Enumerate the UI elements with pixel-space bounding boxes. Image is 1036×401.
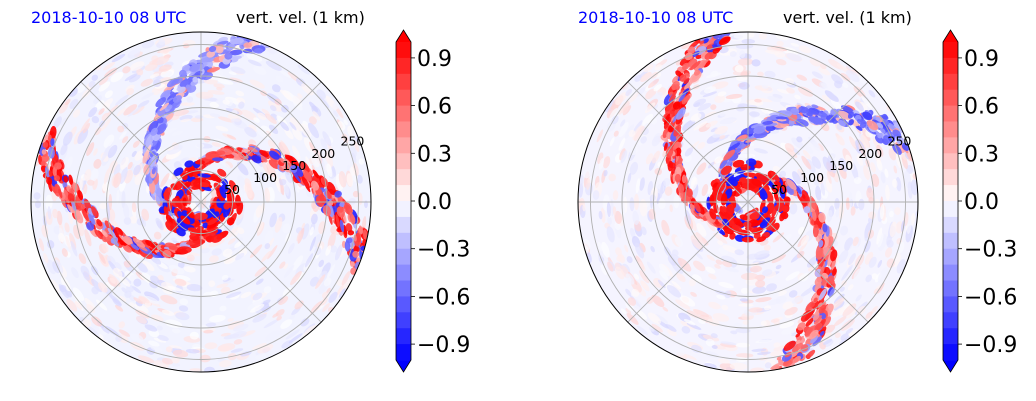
colorbar-segment [396, 248, 411, 266]
colorbar-segment [943, 216, 958, 234]
colorbar-tick-label: 0.0 [417, 190, 452, 215]
colorbar-segment [943, 264, 958, 282]
radial-tick-label: 100 [253, 170, 277, 185]
radial-tick-label: 250 [888, 134, 912, 149]
colorbar-extend-max [396, 30, 411, 42]
polar-plot: 50 100 150 200 250 [30, 31, 372, 373]
colorbar-segment [943, 296, 958, 313]
colorbar-segment [943, 42, 958, 59]
angular-gridline [627, 81, 749, 203]
colorbar-segment [396, 264, 411, 282]
colorbar-segment [943, 73, 958, 91]
colorbar-segment [943, 169, 958, 186]
colorbar-segment [943, 328, 958, 345]
chart-panel-left: 2018-10-10 08 UTC vert. vel. (1 km) 50 10… [30, 8, 470, 373]
radial-tick-label: 50 [224, 182, 240, 197]
polar-frame [577, 31, 919, 373]
colorbar-segment [396, 185, 411, 202]
colorbar-segment [396, 232, 411, 250]
colorbar-segment [943, 105, 958, 123]
colorbar-segment [943, 248, 958, 266]
colorbar: 0.9 0.6 0.3 0.0 −0.3 −0.6 −0.9 [942, 29, 1017, 373]
colorbar-segment [396, 121, 411, 138]
colorbar-tick-label: −0.9 [417, 333, 470, 358]
colorbar-tick-label: −0.3 [417, 238, 470, 263]
radial-tick-label: 200 [311, 146, 335, 161]
angular-gridline [200, 81, 322, 203]
angular-gridline [747, 81, 869, 203]
colorbar-extend-min [396, 360, 411, 372]
colorbar-tick-label: 0.9 [417, 47, 452, 72]
colorbar-segment [396, 169, 411, 186]
colorbar-extend-min [943, 360, 958, 372]
angular-gridline [80, 81, 202, 203]
colorbar-tick-label: 0.9 [964, 47, 999, 72]
radial-tick-label: 50 [771, 182, 787, 197]
colorbar-segment [943, 121, 958, 138]
colorbar-tick-label: 0.6 [964, 95, 999, 120]
colorbar-tick-label: 0.3 [964, 142, 999, 167]
colorbar-segment [396, 312, 411, 329]
angular-gridline [80, 201, 202, 323]
colorbar-extend-max [943, 30, 958, 42]
colorbar-tick-label: −0.6 [964, 285, 1017, 310]
radial-tick-label: 250 [341, 134, 365, 149]
colorbar-outline [395, 29, 412, 373]
colorbar-segment [943, 137, 958, 154]
radial-tick-label: 200 [858, 146, 882, 161]
colorbar-tick-label: 0.6 [417, 95, 452, 120]
time-label: 2018-10-10 08 UTC [578, 8, 734, 27]
colorbar-segment [396, 216, 411, 234]
colorbar-segment [396, 89, 411, 107]
chart-title: vert. vel. (1 km) [236, 8, 365, 27]
polar-plot: 50 100 150 200 250 [577, 31, 919, 373]
colorbar-segment [396, 73, 411, 91]
colorbar-segment [943, 153, 958, 170]
colorbar-segment [396, 201, 411, 218]
colorbar-segment [396, 296, 411, 313]
colorbar-segment [396, 328, 411, 345]
colorbar-segment [943, 280, 958, 297]
chart-title: vert. vel. (1 km) [783, 8, 912, 27]
colorbar-segment [943, 232, 958, 250]
colorbar-segment [943, 344, 958, 361]
radial-tick-label: 150 [829, 158, 853, 173]
chart-panel-right: 2018-10-10 08 UTC vert. vel. (1 km) 50 10… [547, 0, 1036, 401]
colorbar-tick-label: −0.9 [964, 333, 1017, 358]
colorbar-outline [942, 29, 959, 373]
colorbar-segment [396, 153, 411, 170]
colorbar-segment [396, 105, 411, 123]
time-label: 2018-10-10 08 UTC [31, 8, 187, 27]
radial-tick-label: 100 [800, 170, 824, 185]
colorbar-segment [943, 57, 958, 75]
colorbar-segment [396, 42, 411, 59]
colorbar: 0.9 0.6 0.3 0.0 −0.3 −0.6 −0.9 [395, 29, 470, 373]
angular-gridline [747, 201, 869, 323]
angular-gridline [627, 201, 749, 323]
colorbar-segment [943, 185, 958, 202]
radial-tick-label: 150 [282, 158, 306, 173]
colorbar-segment [396, 344, 411, 361]
colorbar-tick-label: −0.6 [417, 285, 470, 310]
colorbar-segment [396, 137, 411, 154]
colorbar-segment [943, 312, 958, 329]
colorbar-tick-label: 0.0 [964, 190, 999, 215]
colorbar-segment [396, 57, 411, 75]
colorbar-tick-label: 0.3 [417, 142, 452, 167]
colorbar-segment [943, 201, 958, 218]
colorbar-tick-label: −0.3 [964, 238, 1017, 263]
polar-frame [30, 31, 372, 373]
colorbar-segment [396, 280, 411, 297]
colorbar-segment [943, 89, 958, 107]
angular-gridline [200, 201, 322, 323]
